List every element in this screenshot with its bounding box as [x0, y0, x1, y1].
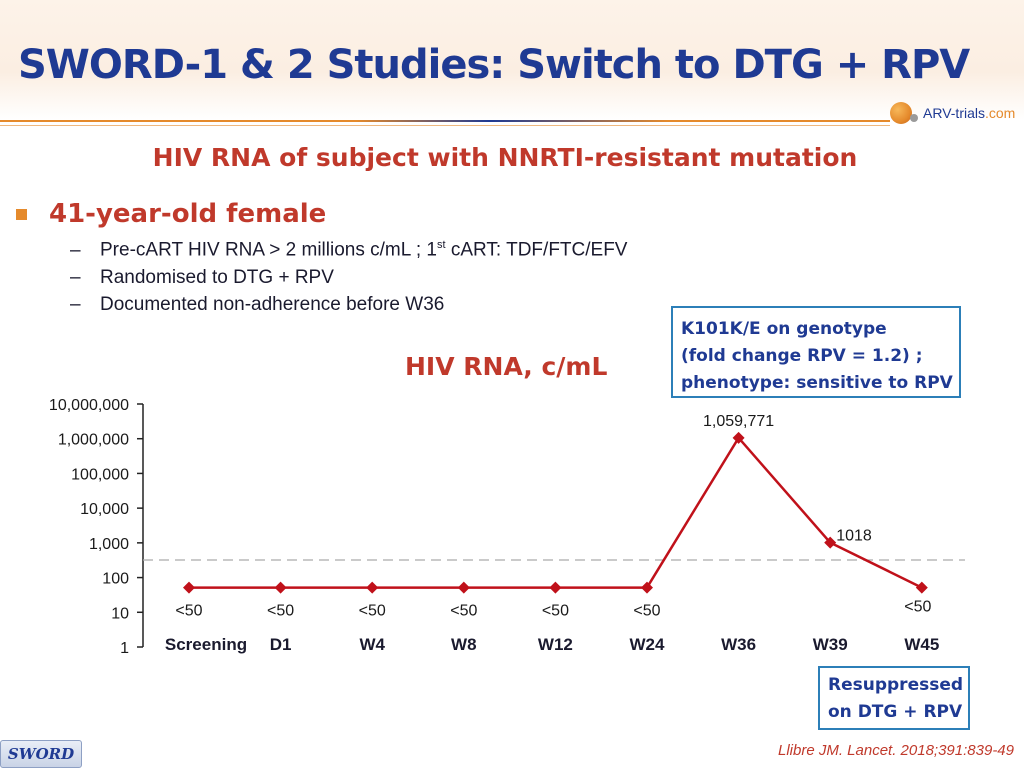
- genotype-callout-line-3: phenotype: sensitive to RPV: [681, 373, 953, 393]
- data-label: <50: [267, 603, 294, 620]
- data-point: [732, 431, 745, 444]
- dash-icon: –: [70, 266, 81, 288]
- genotype-callout: K101K/E on genotype (fold change RPV = 1…: [671, 306, 961, 398]
- data-label: <50: [175, 603, 202, 620]
- arv-trials-logo: ARV-trials.com: [890, 100, 1018, 126]
- dash-icon: –: [70, 239, 81, 261]
- header-rule-thin: [0, 125, 890, 126]
- y-tick-label: 10,000,000: [49, 397, 129, 414]
- sub-bullet-1-pre: Pre-cART HIV RNA > 2 millions c/mL ; 1: [100, 239, 437, 261]
- data-point: [366, 581, 379, 594]
- data-point: [824, 536, 837, 549]
- sub-bullet-1-sup: st: [437, 239, 446, 252]
- sub-bullet-1-post: cART: TDF/FTC/EFV: [445, 239, 628, 261]
- citation: Llibre JM. Lancet. 2018;391:839-49: [778, 742, 1014, 759]
- logo-text-suffix: .com: [984, 105, 1016, 121]
- data-label: 1,059,771: [703, 413, 774, 430]
- y-tick-label: 100,000: [71, 466, 129, 483]
- x-tick-label: W4: [359, 635, 385, 654]
- bullet-main-text: 41-year-old female: [49, 199, 327, 229]
- data-label: <50: [359, 603, 386, 620]
- logo-mark-icon: [890, 102, 918, 124]
- x-tick-label: W12: [538, 635, 573, 654]
- logo-text: ARV-trials.com: [923, 105, 1015, 121]
- data-point: [549, 581, 562, 594]
- sub-bullet-2-text: Randomised to DTG + RPV: [100, 266, 334, 288]
- x-tick-label: Screening: [165, 635, 247, 654]
- series-line: [189, 435, 923, 589]
- data-label: <50: [450, 603, 477, 620]
- x-tick-label: W39: [813, 635, 848, 654]
- data-point: [183, 581, 195, 594]
- header-rule: [0, 120, 890, 122]
- sword-badge: SWORD: [0, 740, 82, 768]
- genotype-callout-line-2: (fold change RPV = 1.2) ;: [681, 346, 923, 366]
- sub-bullet-1-text: Pre-cART HIV RNA > 2 millions c/mL ; 1st…: [100, 239, 627, 261]
- genotype-callout-line-1: K101K/E on genotype: [681, 319, 887, 339]
- y-tick-label: 1: [120, 640, 129, 657]
- data-point: [274, 581, 287, 594]
- sub-bullet-3-text: Documented non-adherence before W36: [100, 293, 445, 315]
- y-tick-label: 1,000: [89, 536, 129, 553]
- slide-title: SWORD-1 & 2 Studies: Switch to DTG + RPV: [18, 42, 970, 88]
- resuppressed-callout: Resuppressed on DTG + RPV: [818, 666, 970, 730]
- chart-title: HIV RNA, c/mL: [405, 352, 608, 381]
- data-label: 1018: [836, 528, 872, 545]
- sub-bullet-1: – Pre-cART HIV RNA > 2 millions c/mL ; 1…: [70, 237, 627, 264]
- x-tick-label: W24: [630, 635, 666, 654]
- header-background: [0, 0, 1024, 120]
- logo-text-main: ARV-trials: [923, 105, 985, 121]
- dash-icon: –: [70, 293, 81, 315]
- resuppressed-callout-line-2: on DTG + RPV: [828, 702, 963, 722]
- data-label: <50: [633, 603, 660, 620]
- data-label: <50: [542, 603, 569, 620]
- bullet-main: 41-year-old female: [16, 199, 326, 229]
- x-tick-label: W45: [904, 635, 939, 654]
- data-point: [457, 581, 470, 594]
- y-tick-label: 10: [111, 605, 129, 622]
- y-tick-label: 1,000,000: [58, 432, 129, 449]
- y-tick-label: 100: [102, 571, 129, 588]
- x-tick-label: W8: [451, 635, 477, 654]
- x-tick-label: D1: [270, 635, 292, 654]
- data-label: <50: [904, 599, 931, 616]
- data-point: [641, 581, 653, 594]
- bullet-square-icon: [16, 208, 27, 220]
- x-tick-label: W36: [721, 635, 756, 654]
- sub-bullet-3: – Documented non-adherence before W36: [70, 291, 627, 318]
- slide-subtitle: HIV RNA of subject with NNRTI-resistant …: [152, 143, 858, 172]
- y-tick-label: 10,000: [80, 501, 129, 518]
- sub-bullet-list: – Pre-cART HIV RNA > 2 millions c/mL ; 1…: [70, 237, 627, 318]
- resuppressed-callout-line-1: Resuppressed: [828, 675, 964, 695]
- sub-bullet-2: – Randomised to DTG + RPV: [70, 264, 627, 291]
- data-point: [915, 581, 928, 594]
